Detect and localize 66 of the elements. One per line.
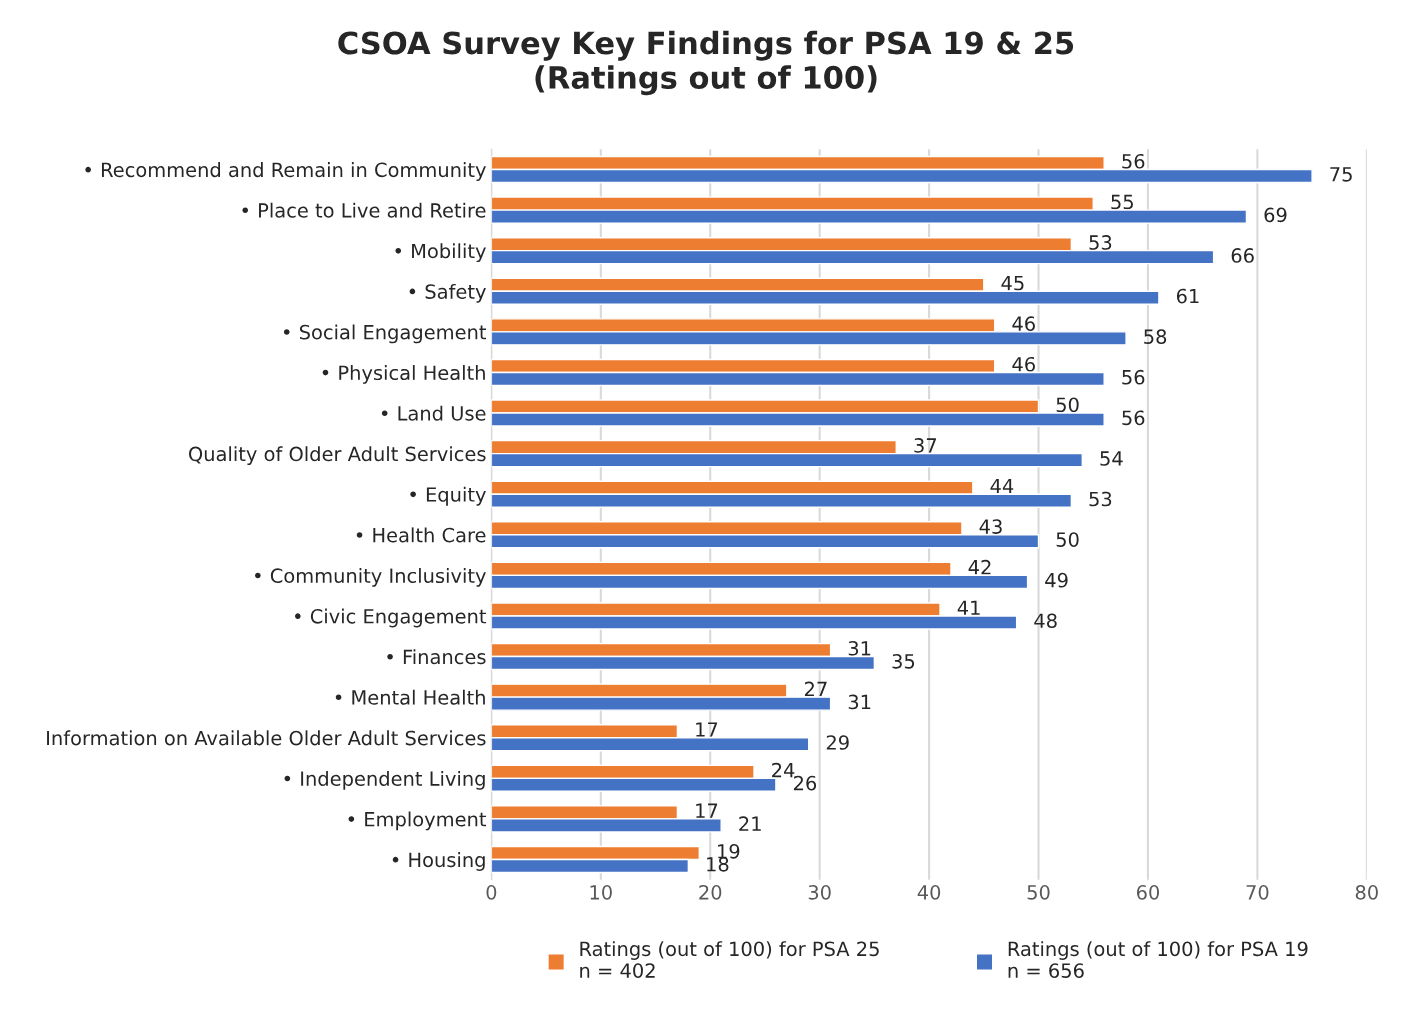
data-label: 37 (914, 438, 937, 453)
data-label: 19 (718, 843, 740, 859)
y-tick-label: • Mental Health (335, 689, 485, 705)
data-label: 45 (1001, 275, 1024, 291)
y-tick-label: • Physical Health (322, 365, 485, 384)
legend-label: Ratings (out of 100) for PSA 19 n = 656 (1008, 941, 1308, 978)
data-label: 54 (1100, 451, 1123, 466)
data-label: 31 (848, 694, 871, 710)
y-tick-label: • Recommend and Remain in Community (85, 162, 486, 181)
y-tick-label: • Place to Live and Retire (242, 202, 486, 218)
legend-label: Ratings (out of 100) for PSA 25 n = 402 (580, 941, 879, 978)
data-label: 66 (1231, 248, 1254, 263)
data-label: 46 (1012, 356, 1035, 372)
data-label: 58 (1144, 329, 1167, 344)
data-label: 48 (1034, 613, 1057, 629)
y-tick-label: • Mobility (395, 243, 486, 263)
x-tick-label: 30 (808, 885, 831, 900)
x-tick-label: 40 (917, 885, 941, 900)
x-tick-label: 70 (1246, 885, 1269, 900)
data-label: 18 (707, 856, 729, 872)
data-label: 43 (979, 519, 1002, 534)
data-label: 35 (892, 653, 915, 669)
x-tick-label: 10 (590, 885, 612, 900)
data-label: 50 (1056, 532, 1079, 547)
data-label: 56 (1122, 369, 1145, 385)
x-tick-label: 20 (699, 885, 722, 900)
y-tick-label: • Community Inclusivity (255, 568, 486, 587)
y-tick-label: • Housing (392, 852, 485, 871)
data-label: 46 (1012, 316, 1035, 331)
data-label: 26 (793, 775, 817, 791)
data-label: 24 (772, 762, 795, 778)
chart-title: CSOA Survey Key Findings for PSA 19 & 25 (Ratings out of 100) (338, 30, 1074, 96)
data-label: 31 (848, 641, 871, 656)
data-label: 17 (696, 722, 718, 737)
y-tick-label: • Employment (348, 811, 487, 831)
y-tick-label: • Social Engagement (283, 324, 487, 344)
x-tick-label: 80 (1355, 885, 1378, 900)
data-label: 42 (968, 559, 991, 575)
y-tick-label: • Civic Engagement (294, 608, 487, 628)
data-label: 27 (804, 681, 827, 697)
data-label: 50 (1056, 397, 1079, 413)
data-label: 44 (990, 478, 1014, 494)
data-label: 17 (696, 803, 718, 818)
y-tick-label: Information on Available Older Adult Services (47, 730, 486, 746)
data-label: 61 (1176, 288, 1199, 304)
data-label: 49 (1045, 572, 1068, 588)
data-label: 56 (1122, 153, 1145, 169)
y-tick-label: • Finances (387, 649, 486, 665)
y-tick-label: Quality of Older Adult Services (189, 446, 486, 466)
data-label: 53 (1089, 235, 1112, 250)
data-label: 53 (1089, 491, 1112, 507)
data-label: 56 (1122, 410, 1145, 426)
data-label: 29 (826, 735, 849, 750)
data-label: 75 (1330, 167, 1352, 182)
data-label: 21 (739, 816, 761, 831)
y-tick-label: • Independent Living (284, 770, 485, 790)
y-tick-label: • Land Use (381, 405, 486, 421)
x-tick-label: 0 (486, 885, 497, 900)
x-tick-label: 60 (1136, 885, 1160, 900)
y-tick-label: • Equity (410, 486, 486, 506)
data-label: 69 (1264, 207, 1287, 223)
data-label: 55 (1111, 194, 1133, 210)
x-tick-label: 50 (1027, 885, 1050, 900)
data-label: 41 (957, 600, 980, 615)
y-tick-label: • Safety (409, 283, 486, 303)
y-tick-label: • Health Care (356, 527, 486, 543)
